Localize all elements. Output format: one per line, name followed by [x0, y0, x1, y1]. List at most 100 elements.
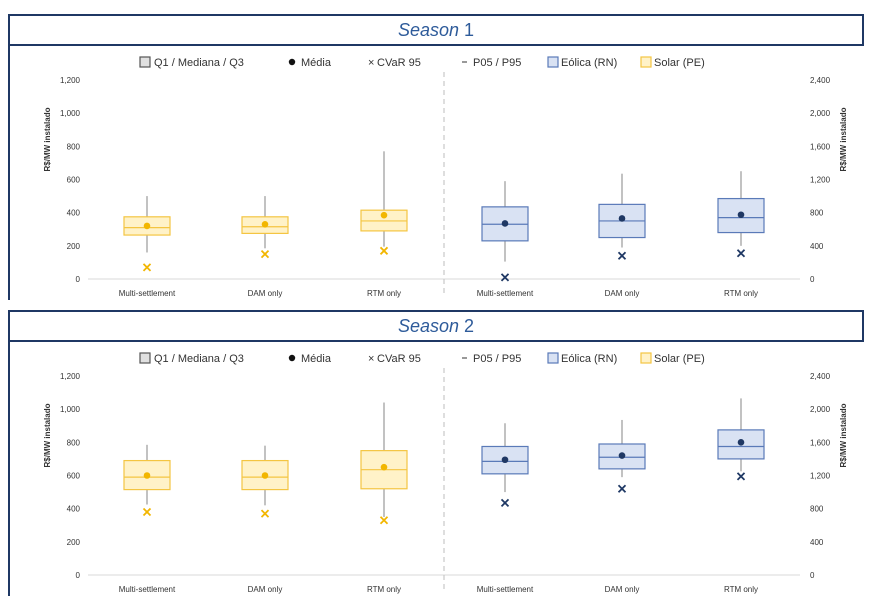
season-1-frame-left — [8, 46, 10, 300]
season-1-y-tick-left: 0 — [76, 275, 81, 284]
season-1-wind-cvar-marker — [500, 273, 510, 282]
season-1-wind-cvar-marker — [736, 249, 746, 258]
season-2-y-tick-right: 800 — [810, 505, 824, 514]
season-2-x-tick-label: RTM only — [724, 585, 758, 594]
season-2-wind-mean-dot — [501, 456, 509, 464]
season-2-wind-cvar-marker — [500, 498, 510, 507]
season-2-y-tick-right: 1,600 — [810, 438, 831, 447]
season-2-y-tick-left: 800 — [67, 438, 81, 447]
season-1-title-number: 1 — [464, 19, 475, 40]
season-2-y-tick-left: 200 — [67, 538, 81, 547]
season-1-y-tick-right: 2,000 — [810, 109, 831, 118]
season-1-solar-mean-dot — [143, 222, 151, 230]
season-2-solar-cvar-stroke — [260, 509, 270, 518]
season-1-legend-percentiles-label: P05 / P95 — [473, 57, 521, 69]
season-1-solar-mean-dot — [261, 220, 269, 228]
season-1-solar-cvar-marker — [379, 246, 389, 255]
season-1-legend-quartiles-label: Q1 / Mediana / Q3 — [154, 57, 244, 69]
season-1-y-tick-right: 800 — [810, 209, 824, 218]
season-2-y-tick-left: 1,000 — [60, 405, 81, 414]
season-2-solar-mean-dot — [380, 463, 388, 471]
season-2-wind-mean-dot — [737, 439, 745, 446]
season-1-chart: Q1 / Mediana / Q3 Média × CVaR 95 P05 / P95 E… — [43, 56, 848, 298]
season-1-legend-solar-swatch — [640, 56, 652, 68]
season-2-wind-cvar-stroke — [736, 472, 746, 481]
season-2-legend-cvar-marker: × — [368, 353, 374, 365]
season-1-y-tick-left: 800 — [67, 142, 81, 151]
season-2-y-tick-left: 0 — [76, 571, 81, 580]
season-2-solar-mean-dot — [143, 472, 151, 479]
season-2-panel: Season 2 Q1 / Mediana / Q3 Média × CVaR 95 P… — [0, 300, 869, 596]
season-2-legend-quartiles-swatch — [139, 352, 151, 364]
season-2-solar-mean-dot — [261, 472, 269, 479]
season-1-wind-mean-dot — [501, 220, 509, 227]
season-2-x-tick-label: DAM only — [248, 585, 283, 594]
season-1-legend-wind-label: Eólica (RN) — [561, 57, 617, 69]
season-2-solar-cvar-stroke — [379, 516, 389, 525]
season-1-y-tick-right: 400 — [810, 242, 824, 251]
season-1-y-axis-title-right: R$/MW instalado — [839, 107, 848, 171]
season-2-solar-cvar-stroke — [142, 507, 152, 517]
season-1-legend-cvar-label: CVaR 95 — [377, 57, 421, 69]
season-1-legend-mean-label: Média — [301, 57, 332, 69]
season-1-wind-cvar-stroke — [736, 249, 746, 258]
season-2-frame-left — [8, 342, 10, 596]
season-1-legend-solar-label: Solar (PE) — [654, 57, 705, 69]
season-2-legend-cvar-label: CVaR 95 — [377, 353, 421, 365]
season-1-solar-mean-dot — [380, 211, 388, 219]
season-1-title: Season 1 — [8, 14, 864, 46]
season-1-solar-cvar-marker — [260, 249, 270, 259]
season-2-y-tick-right: 2,000 — [810, 405, 831, 414]
season-1-wind-mean-dot — [618, 215, 626, 222]
season-2-chart: Q1 / Mediana / Q3 Média × CVaR 95 P05 / P95 E… — [43, 352, 848, 594]
season-1-solar-cvar-stroke — [379, 246, 389, 255]
season-1-legend-mean-dot — [288, 58, 296, 66]
season-1-wind-cvar-marker — [617, 251, 627, 260]
season-2-y-tick-right: 400 — [810, 538, 824, 547]
season-1-solar-cvar-stroke — [142, 263, 152, 272]
season-2-x-tick-label: RTM only — [367, 585, 401, 594]
season-1-y-tick-left: 600 — [67, 176, 81, 185]
season-2-wind-cvar-stroke — [500, 498, 510, 507]
season-1-solar-cvar-marker — [142, 263, 152, 272]
season-2-solar-cvar-marker — [260, 509, 270, 518]
season-2-title-number: 2 — [464, 315, 475, 336]
season-2-x-tick-label: Multi-settlement — [119, 585, 176, 594]
season-1-legend-wind-swatch — [547, 56, 559, 68]
season-2-wind-cvar-stroke — [617, 484, 627, 493]
season-1-panel: Season 1 Q1 / Mediana / Q3 Média × CVaR 95 P… — [8, 14, 864, 300]
season-1-y-axis-title-left: R$/MW instalado — [43, 107, 52, 171]
season-2-legend-solar-swatch — [640, 352, 652, 364]
season-1-x-tick-label: Multi-settlement — [119, 289, 176, 298]
season-2-legend-wind-swatch — [547, 352, 559, 364]
season-2-legend-quartiles-label: Q1 / Mediana / Q3 — [154, 353, 244, 365]
season-1-y-tick-left: 1,200 — [60, 76, 81, 85]
season-1-wind-mean-dot — [737, 211, 745, 219]
season-1-legend-cvar-marker: × — [368, 57, 374, 69]
season-1-y-tick-right: 2,400 — [810, 76, 831, 85]
season-2-wind-cvar-marker — [617, 484, 627, 493]
season-2-y-tick-left: 1,200 — [60, 372, 81, 381]
season-2-legend-solar-label: Solar (PE) — [654, 353, 705, 365]
season-2-wind-box — [598, 443, 646, 470]
season-1-solar-cvar-stroke — [260, 249, 270, 259]
season-1-y-tick-right: 1,200 — [810, 176, 831, 185]
season-2-title-word: Season — [397, 315, 460, 336]
season-1-y-tick-right: 1,600 — [810, 142, 831, 151]
season-1-x-tick-label: DAM only — [605, 289, 640, 298]
season-2-wind-cvar-marker — [736, 472, 746, 481]
season-2-y-tick-left: 600 — [67, 472, 81, 481]
season-2-wind-mean-dot — [618, 452, 626, 459]
season-2-y-axis-title-right: R$/MW instalado — [839, 403, 848, 467]
season-1-x-tick-label: RTM only — [724, 289, 758, 298]
season-1-wind-cvar-stroke — [500, 273, 510, 282]
season-1-legend-quartiles-swatch — [139, 56, 151, 68]
season-1-title-word: Season — [397, 19, 460, 40]
season-2-x-tick-label: Multi-settlement — [477, 585, 534, 594]
season-2-legend-mean-dot — [288, 354, 296, 362]
season-2-legend-percentiles-label: P05 / P95 — [473, 353, 521, 365]
season-2-y-tick-left: 400 — [67, 505, 81, 514]
season-1-y-tick-left: 1,000 — [60, 109, 81, 118]
season-2-solar-cvar-marker — [142, 507, 152, 517]
season-1-wind-cvar-stroke — [617, 251, 627, 260]
